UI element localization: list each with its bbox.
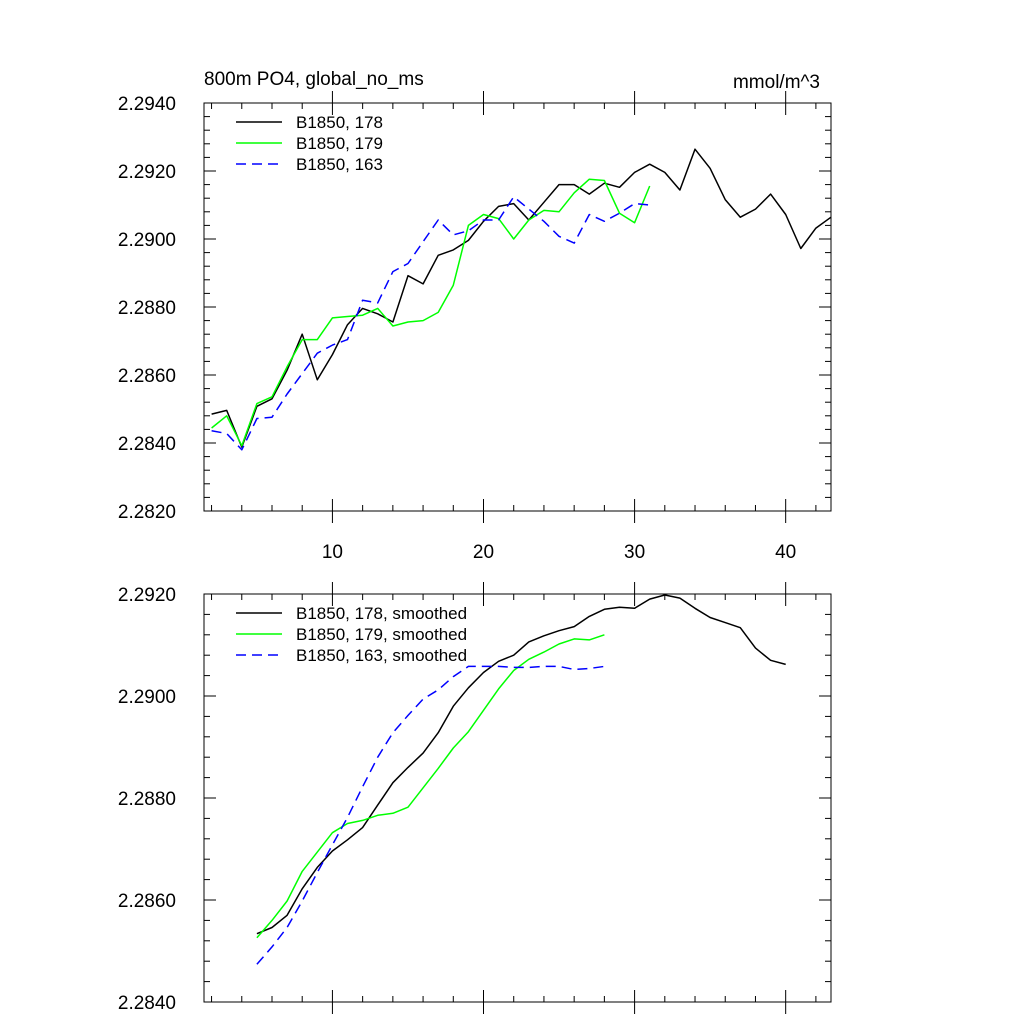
- bottom-series-layer: [256, 594, 786, 965]
- bottom-panel: 2.2840 2.2860 2.2880 2.2900 2.2920 B1850, 17…: [118, 582, 832, 1014]
- top-y-tick-label: 2.2840: [118, 434, 176, 455]
- top-y-tick-labels: 2.2820 2.2840 2.2860 2.2880 2.2900 2.2920 2.29…: [118, 94, 176, 523]
- bottom-ticks-layer: [204, 582, 831, 1014]
- bottom-series-line-2: [256, 634, 605, 939]
- bottom-series-line-1: [256, 594, 786, 935]
- units-label: mmol/m^3: [733, 72, 820, 93]
- top-y-tick-label: 2.2860: [118, 366, 176, 387]
- top-y-tick-label: 2.2920: [118, 162, 176, 183]
- bottom-legend-label-2: B1850, 179, smoothed: [296, 625, 467, 644]
- top-x-tick-label: 30: [624, 542, 645, 563]
- bottom-series-line-3: [256, 665, 605, 965]
- bottom-y-tick-label: 2.2840: [118, 993, 176, 1014]
- top-y-tick-label: 2.2880: [118, 298, 176, 319]
- bottom-y-tick-label: 2.2900: [118, 687, 176, 708]
- bottom-y-tick-labels: 2.2840 2.2860 2.2880 2.2900 2.2920: [118, 585, 176, 1014]
- top-series-layer: [211, 148, 832, 451]
- top-panel: 800m PO4, global_no_ms mmol/m^3 2.28202.…: [118, 69, 832, 563]
- chart-title: 800m PO4, global_no_ms: [204, 69, 424, 90]
- bottom-legend-label-3: B1850, 163, smoothed: [296, 646, 467, 665]
- top-legend-label-2: B1850, 179: [296, 134, 383, 153]
- top-y-tick-label: 2.2820: [118, 502, 176, 523]
- bottom-legend-label-1: B1850, 178, smoothed: [296, 604, 467, 623]
- top-series-line-3: [211, 196, 650, 451]
- top-y-tick-label: 2.2940: [118, 94, 176, 115]
- bottom-y-tick-label: 2.2860: [118, 891, 176, 912]
- bottom-y-tick-label: 2.2920: [118, 585, 176, 606]
- bottom-legend: B1850, 178, smoothed B1850, 179, smoothed…: [236, 604, 467, 665]
- top-x-tick-labels: 10 20 30 40: [322, 542, 796, 563]
- top-x-tick-label: 20: [473, 542, 494, 563]
- top-series-line-2: [211, 178, 651, 447]
- top-legend: B1850, 178 B1850, 179 B1850, 163: [236, 113, 383, 174]
- top-legend-label-1: B1850, 178: [296, 113, 383, 132]
- bottom-y-tick-label: 2.2880: [118, 789, 176, 810]
- top-x-tick-label: 40: [775, 542, 796, 563]
- top-series-line-1: [211, 148, 832, 448]
- top-legend-label-3: B1850, 163: [296, 155, 383, 174]
- top-y-tick-label: 2.2900: [118, 230, 176, 251]
- top-x-tick-label: 10: [322, 542, 343, 563]
- top-ticks-layer: [204, 91, 831, 523]
